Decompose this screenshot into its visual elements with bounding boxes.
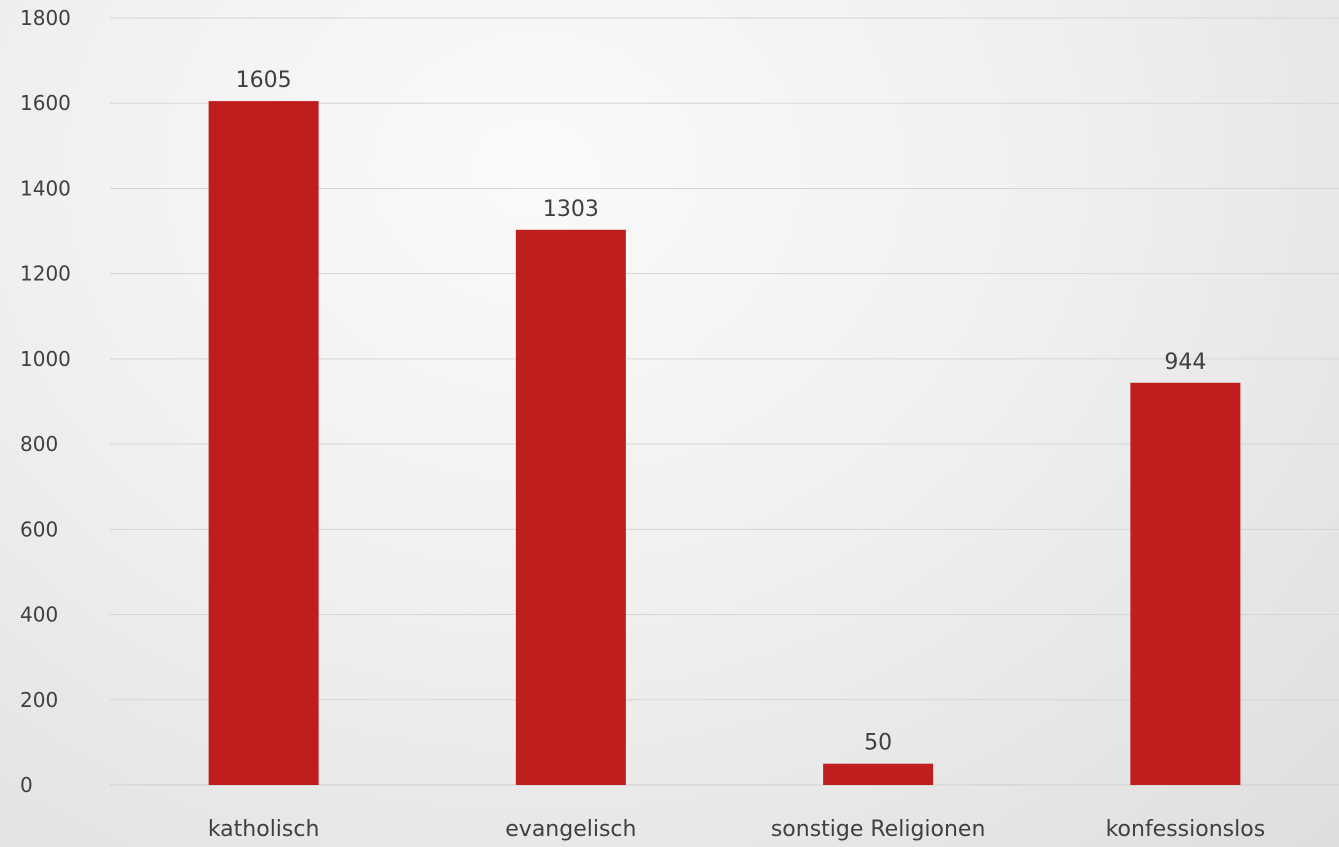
- y-tick-label: 200: [20, 688, 58, 712]
- x-tick-label: sonstige Religionen: [771, 817, 986, 842]
- y-tick-label: 1000: [20, 347, 71, 371]
- bar-katholisch: [208, 101, 319, 785]
- data-label: 1303: [543, 197, 599, 222]
- x-tick-label: evangelisch: [505, 817, 636, 842]
- y-tick-label: 600: [20, 517, 58, 541]
- data-label: 1605: [236, 68, 292, 93]
- x-tick-label: katholisch: [208, 817, 320, 842]
- x-tick-label: konfessionslos: [1106, 817, 1266, 842]
- y-axis-ticks: 0 200 400 600 800 1000 1200 1400 1600 1800: [20, 6, 71, 797]
- bars: [208, 101, 1241, 785]
- y-tick-label: 1200: [20, 262, 71, 286]
- data-label: 50: [864, 731, 892, 756]
- y-tick-label: 400: [20, 603, 58, 627]
- y-tick-label: 1800: [20, 6, 71, 30]
- y-tick-label: 1600: [20, 91, 71, 115]
- y-tick-label: 1400: [20, 176, 71, 200]
- bar-evangelisch: [515, 229, 626, 785]
- y-tick-label: 800: [20, 432, 58, 456]
- x-axis-ticks: katholisch evangelisch sonstige Religionen…: [208, 817, 1265, 842]
- bar-sonstige-religionen: [823, 763, 934, 785]
- data-labels: 1605 1303 50 944: [236, 68, 1207, 756]
- y-tick-label: 0: [20, 773, 33, 797]
- data-label: 944: [1164, 350, 1206, 375]
- bar-konfessionslos: [1130, 382, 1241, 785]
